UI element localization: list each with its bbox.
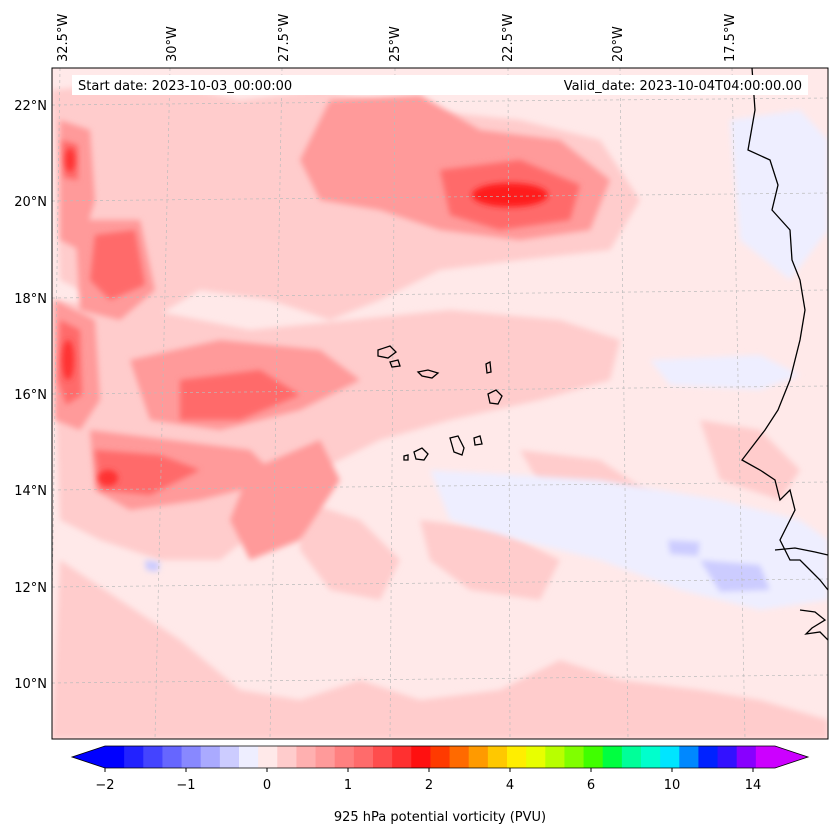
colorbar-cell [736, 746, 757, 768]
map-panel [52, 68, 828, 739]
colorbar-title: 925 hPa potential vorticity (PVU) [334, 810, 546, 825]
colorbar-cell [277, 746, 297, 768]
colorbar-cell [487, 746, 508, 768]
lat-label-18n: 18°N [14, 292, 47, 307]
colorbar-cell [373, 746, 393, 768]
island-santiago [449, 435, 465, 456]
island-santo-antao [377, 345, 397, 359]
island-sao-vicente [389, 359, 401, 368]
guinea-bissau-coast [799, 609, 828, 641]
lat-label-12n: 12°N [14, 581, 47, 596]
colorbar-cell [564, 746, 585, 768]
colorbar-cell [315, 746, 336, 768]
cbar-tick-label: 6 [587, 778, 595, 793]
map-frame [51, 67, 829, 740]
colorbar-cell [679, 746, 699, 768]
lon-label-25w: 25°W [388, 26, 403, 62]
lon-label-30w: 30°W [165, 26, 180, 62]
pv-negative-areas [145, 110, 828, 610]
colorbar-cell [545, 746, 565, 768]
valid-date-label: Valid_date: 2023-10-04T04:00:00.00 [564, 79, 802, 94]
colorbar-cell [105, 746, 125, 768]
colorbar-cell [392, 746, 412, 768]
latitude-labels: 22°N 20°N 18°N 16°N 14°N 12°N 10°N [14, 99, 47, 692]
colorbar-cell [258, 746, 278, 768]
colorbar-cell [717, 746, 738, 768]
colorbar-cell [411, 746, 431, 768]
african-coast [741, 68, 828, 591]
pv-core-red-areas [62, 148, 548, 486]
lat-label-10n: 10°N [14, 677, 47, 692]
cbar-tick-label: 1 [344, 778, 352, 793]
colorbar-cell [621, 746, 642, 768]
lon-label-32-5w: 32.5°W [56, 14, 71, 62]
graticule [52, 68, 828, 739]
lat-label-20n: 20°N [14, 195, 47, 210]
lat-label-14n: 14°N [14, 484, 47, 499]
colorbar-cell [755, 746, 776, 768]
colorbar-cell [162, 746, 183, 768]
colorbar-cells [105, 746, 776, 768]
gambia-coast [774, 547, 828, 556]
cbar-tick-label: 14 [745, 778, 762, 793]
lat-label-16n: 16°N [14, 388, 47, 403]
colorbar-cell [181, 746, 202, 768]
coastlines [377, 68, 828, 641]
colorbar-cell [449, 746, 470, 768]
colorbar-ticks [104, 768, 754, 772]
colorbar-cell [334, 746, 355, 768]
longitude-labels: 32.5°W 30°W 27.5°W 25°W 22.5°W 20°W 17.5… [56, 14, 738, 62]
colorbar-cell [143, 746, 163, 768]
lon-label-22-5w: 22.5°W [501, 14, 516, 62]
colorbar-max-extend [775, 746, 808, 768]
lon-label-17-5w: 17.5°W [723, 14, 738, 62]
colorbar-cell [583, 746, 604, 768]
colorbar-cell [239, 746, 259, 768]
colorbar-cell [296, 746, 317, 768]
lat-label-22n: 22°N [14, 99, 47, 114]
island-boa-vista [487, 389, 503, 405]
header-box [72, 75, 808, 95]
colorbar-cell [526, 746, 546, 768]
island-maio [473, 435, 483, 446]
colorbar-cell [641, 746, 661, 768]
start-date-label: Start date: 2023-10-03_00:00:00 [78, 79, 292, 94]
pv-strong-red-areas [58, 140, 580, 495]
colorbar-cell [602, 746, 623, 768]
island-fogo [413, 447, 429, 461]
island-brava [403, 454, 409, 461]
colorbar-cell [507, 746, 527, 768]
cbar-tick-label: 0 [263, 778, 271, 793]
colorbar-cell [353, 746, 374, 768]
colorbar: −2 −1 0 1 2 4 6 10 14 925 hPa potential … [70, 745, 810, 825]
colorbar-min-extend [72, 746, 105, 768]
colorbar-cell [660, 746, 680, 768]
colorbar-cell [468, 746, 489, 768]
cbar-tick-label: 2 [425, 778, 433, 793]
colorbar-tick-labels: −2 −1 0 1 2 4 6 10 14 [95, 778, 761, 793]
colorbar-cell [430, 746, 451, 768]
colorbar-cell [219, 746, 240, 768]
colorbar-cell [200, 746, 221, 768]
colorbar-cell [124, 746, 144, 768]
colorbar-cell [698, 746, 719, 768]
cbar-tick-label: 4 [506, 778, 514, 793]
lon-label-20w: 20°W [611, 26, 626, 62]
cbar-tick-label: −2 [95, 778, 114, 793]
island-sal [485, 360, 492, 374]
lon-label-27-5w: 27.5°W [277, 14, 292, 62]
cbar-tick-label: −1 [176, 778, 195, 793]
island-sao-nicolau [416, 369, 440, 379]
cbar-tick-label: 10 [664, 778, 681, 793]
